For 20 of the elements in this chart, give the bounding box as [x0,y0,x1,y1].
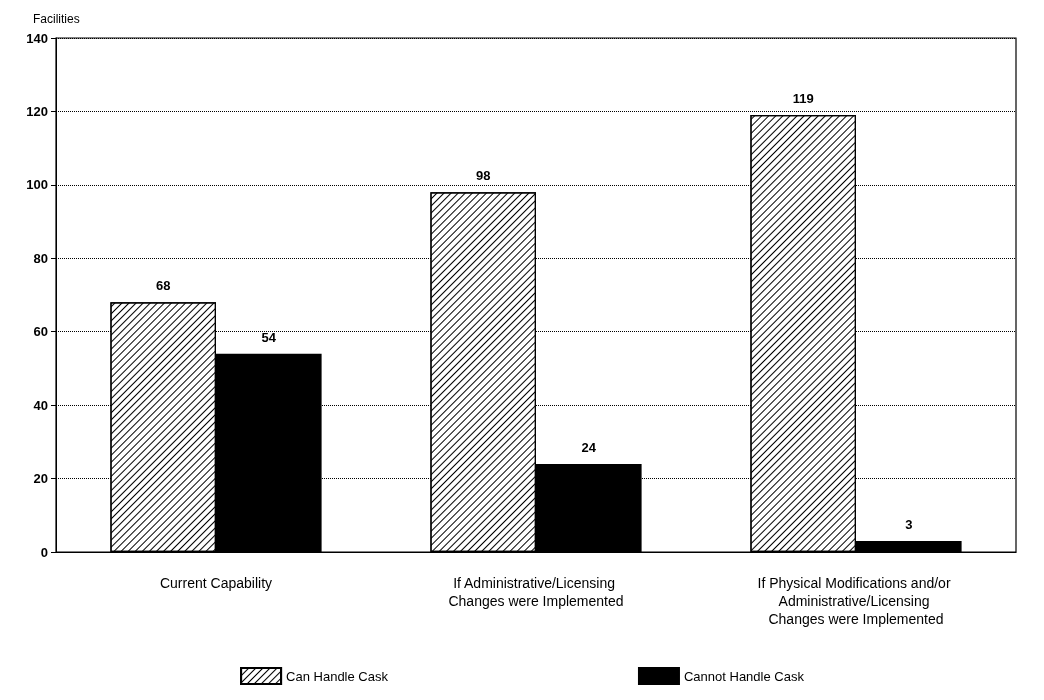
data-label: 119 [792,91,814,107]
x-tick-label: Current Capability [159,575,273,591]
data-label: 54 [261,329,277,345]
data-label: 98 [475,168,491,184]
data-label: 68 [155,278,171,294]
legend-label: Can Handle Cask [286,668,389,684]
data-label: 3 [905,516,913,532]
y-tick-label: 100 [26,177,48,193]
y-tick-label: 60 [33,324,48,340]
y-tick-label: 40 [33,397,48,413]
y-tick-label: 80 [33,250,48,266]
y-axis-title: Facilities [33,12,80,26]
y-tick-label: 140 [26,30,48,46]
y-tick-label: 120 [26,103,48,119]
legend-label: Cannot Handle Cask [683,668,805,684]
x-tick-label: If Administrative/Licensing Changes were Implemented [448,575,624,609]
data-label: 24 [581,439,597,455]
x-tick-label: If Physical Modifications and/or Administrative/Licensing Changes were Implemented [757,575,955,627]
y-tick-label: 20 [33,471,48,487]
y-tick-label: 0 [40,544,48,560]
